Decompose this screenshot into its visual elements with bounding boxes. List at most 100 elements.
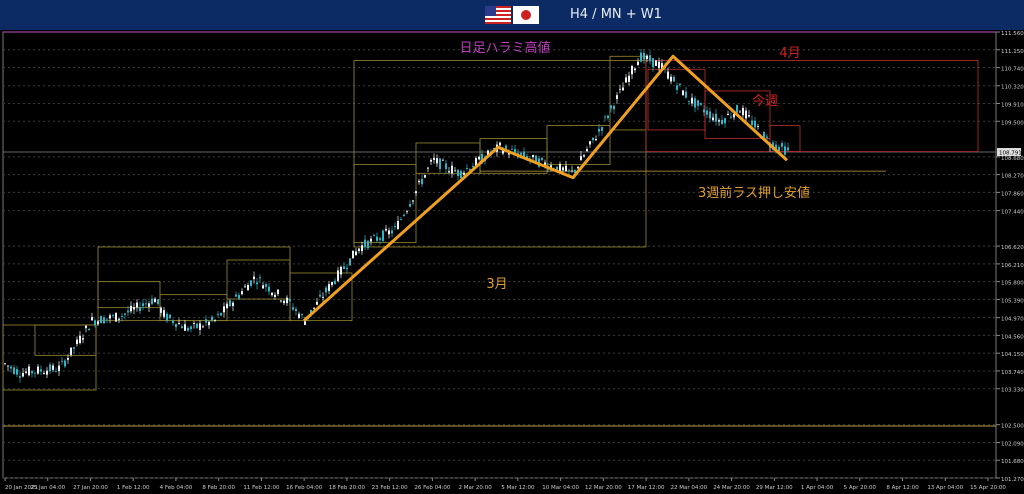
- candle-body: [601, 127, 603, 131]
- candle-body: [622, 87, 624, 91]
- range-box: [97, 281, 161, 309]
- candle-body: [268, 286, 270, 292]
- candle-body: [418, 180, 420, 183]
- candle-body: [685, 91, 687, 98]
- x-tick-label: 26 Feb 04:00: [414, 485, 451, 491]
- candle-body: [766, 136, 768, 138]
- candle-body: [37, 366, 39, 374]
- range-box: [353, 60, 647, 248]
- candle-body: [400, 219, 402, 220]
- plot-frame: [2, 31, 997, 479]
- candle-body: [577, 166, 579, 169]
- candle-body: [103, 317, 105, 324]
- candle-body: [679, 83, 681, 85]
- candle-body: [97, 321, 99, 325]
- candle-body: [634, 68, 636, 71]
- candle-body: [10, 366, 12, 369]
- chart-title: H4 / MN + W1: [570, 7, 662, 22]
- candle-body: [709, 111, 711, 119]
- candle-body: [106, 318, 108, 320]
- candle-body: [667, 71, 669, 79]
- candle-body: [202, 326, 204, 328]
- us-flag-icon: [485, 6, 511, 24]
- candle-body: [64, 360, 66, 367]
- candle-body: [145, 303, 147, 305]
- candle-body: [742, 107, 744, 116]
- y-tick-label: 102.090: [1001, 441, 1024, 447]
- candle-body: [91, 317, 93, 321]
- y-tick-label: 110.320: [1001, 85, 1024, 91]
- japan-flag-icon: [513, 6, 539, 24]
- candle-body: [397, 221, 399, 230]
- candle-body: [172, 320, 174, 324]
- candle-body: [277, 289, 279, 295]
- candle-body: [493, 147, 495, 150]
- candle-body: [229, 300, 231, 307]
- candle-body: [133, 307, 135, 310]
- candle-body: [13, 367, 15, 374]
- candle-body: [247, 285, 249, 291]
- candle-body: [562, 167, 564, 171]
- candle-body: [541, 157, 543, 160]
- candle-body: [598, 128, 600, 132]
- candle-body: [481, 153, 483, 164]
- candle-body: [409, 204, 411, 207]
- y-tick-label: 108.270: [1001, 174, 1024, 180]
- candle-body: [367, 240, 369, 249]
- candle-body: [352, 250, 354, 259]
- candle-body: [787, 147, 789, 151]
- candle-body: [610, 105, 612, 109]
- candle-body: [130, 305, 132, 312]
- candle-body: [313, 307, 315, 309]
- candle-body: [121, 315, 123, 317]
- candle-body: [295, 309, 297, 312]
- candle-body: [661, 63, 663, 69]
- candle-body: [271, 292, 273, 296]
- candle-body: [223, 306, 225, 313]
- candle-body: [160, 307, 162, 313]
- candle-body: [523, 151, 525, 158]
- candle-body: [349, 258, 351, 266]
- candle-body: [589, 141, 591, 145]
- candle-body: [643, 52, 645, 60]
- candle-body: [448, 171, 450, 173]
- candle-body: [220, 312, 222, 316]
- candle-body: [337, 270, 339, 281]
- candle-body: [259, 277, 261, 279]
- range-box: [226, 259, 291, 300]
- candle-body: [235, 294, 237, 297]
- candle-body: [334, 280, 336, 284]
- x-tick-label: 17 Mar 12:00: [628, 485, 665, 491]
- candle-body: [7, 365, 9, 367]
- candle-body: [304, 321, 306, 325]
- candle-body: [322, 296, 324, 298]
- candle-body: [427, 167, 429, 169]
- range-box: [97, 246, 291, 322]
- candle-body: [670, 76, 672, 82]
- candle-body: [736, 105, 738, 113]
- y-tick-label: 108.680: [1001, 156, 1024, 162]
- candle-body: [244, 286, 246, 288]
- candle-body: [109, 315, 111, 319]
- annotation-label: 3月: [486, 277, 507, 292]
- candle-body: [421, 178, 423, 185]
- candle-body: [205, 319, 207, 323]
- candle-body: [265, 284, 267, 287]
- candle-body: [79, 335, 81, 344]
- x-tick-label: 18 Feb 20:00: [329, 485, 366, 491]
- candle-body: [73, 347, 75, 349]
- candle-body: [226, 303, 228, 309]
- range-box: [546, 125, 611, 166]
- annotation-label: 4月: [779, 46, 800, 61]
- candle-body: [373, 234, 375, 236]
- candle-body: [556, 166, 558, 172]
- candle-body: [262, 285, 264, 289]
- candle-body: [214, 319, 216, 321]
- x-tick-label: 29 Mar 12:00: [756, 485, 793, 491]
- candle-body: [586, 149, 588, 152]
- candle-body: [28, 366, 30, 376]
- candle-body: [625, 77, 627, 83]
- candle-body: [325, 287, 327, 293]
- candle-body: [514, 149, 516, 153]
